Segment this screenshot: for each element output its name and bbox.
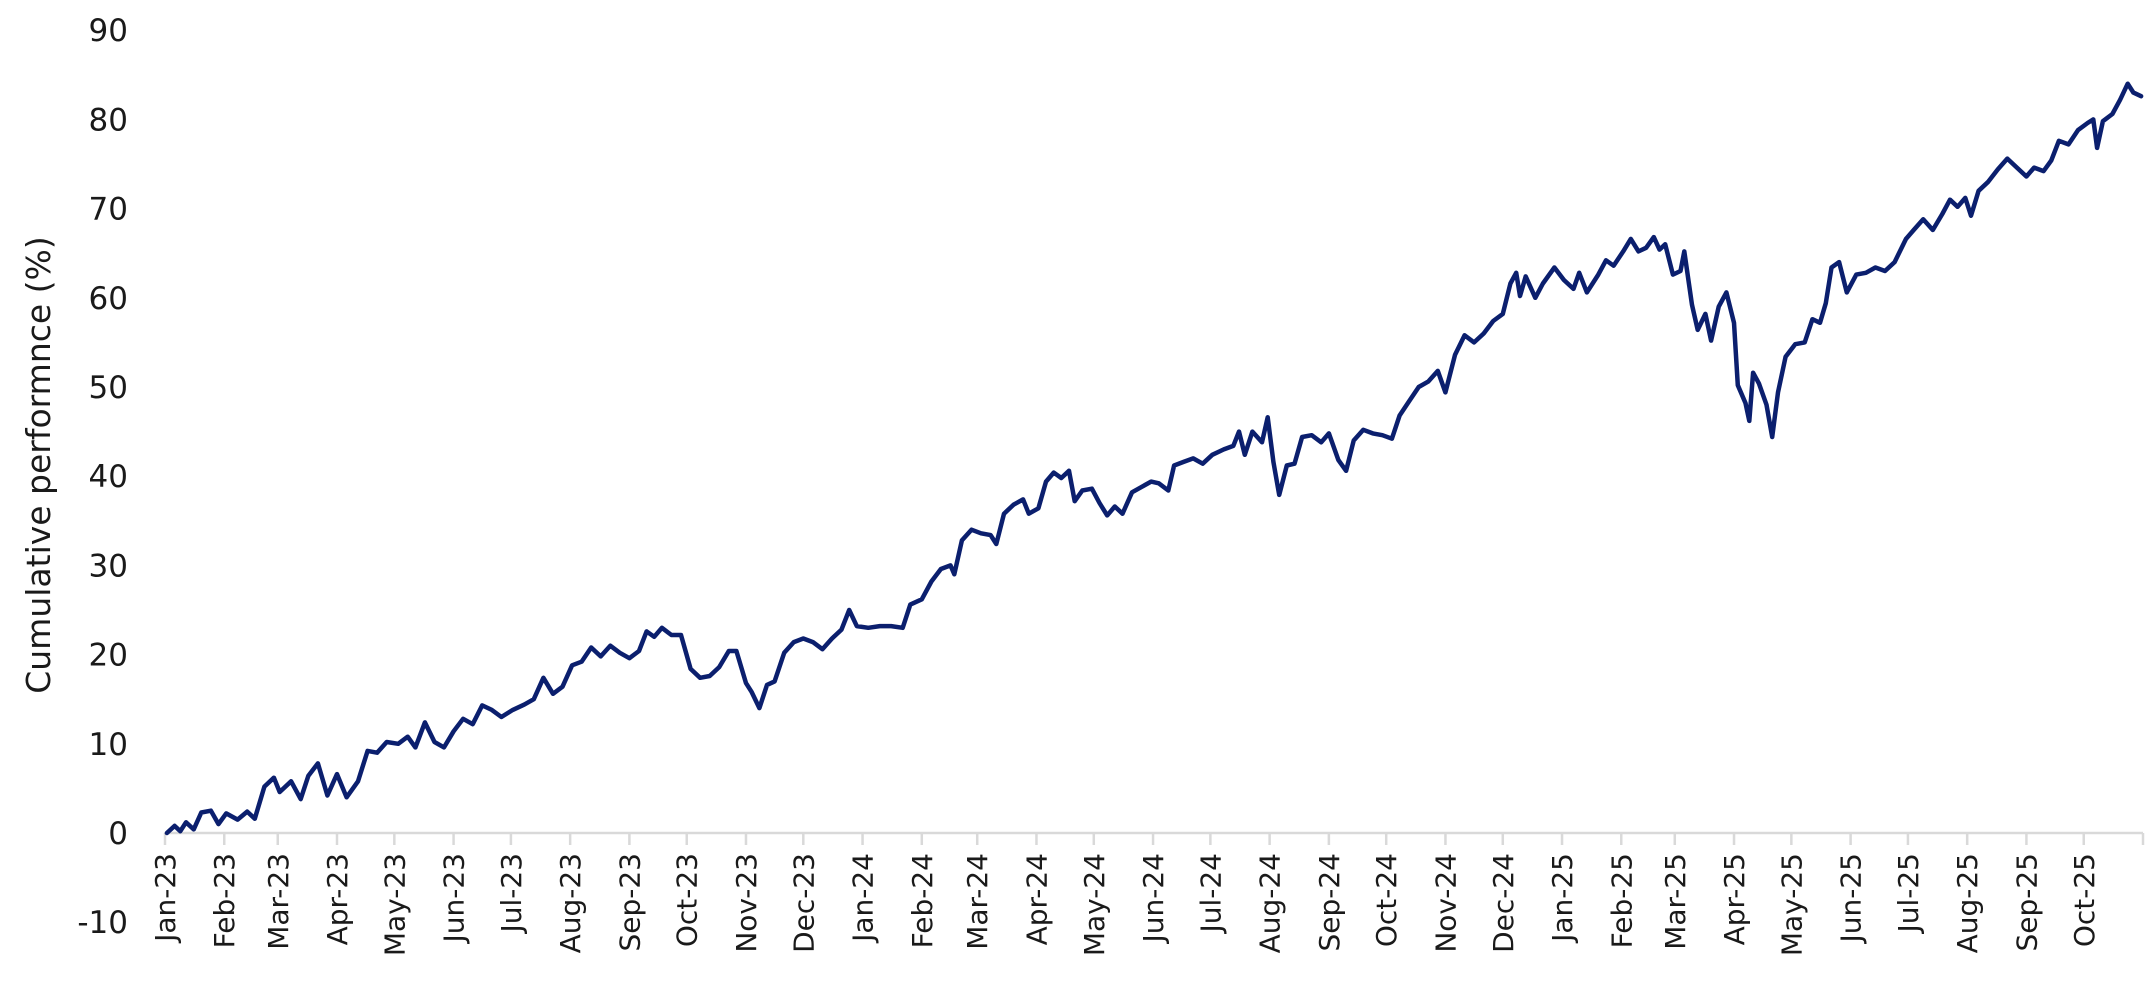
x-tick-label: Jan-25: [1546, 853, 1579, 944]
y-tick-label: 60: [89, 281, 128, 317]
y-axis-tick-labels: -10 0 10 20 30 40 50 60 70 80 90: [77, 13, 128, 941]
x-tick-label: Aug-25: [1951, 853, 1984, 953]
x-tick-label: Oct-24: [1370, 853, 1403, 947]
x-tick-label: Jul-25: [1892, 853, 1925, 935]
x-tick-label: Mar-23: [262, 853, 295, 950]
y-tick-label: 80: [89, 102, 128, 138]
x-tick-label: Dec-23: [787, 853, 820, 953]
y-tick-label: 30: [89, 548, 128, 584]
x-tick-label: Apr-23: [321, 853, 354, 945]
y-tick-label: 10: [89, 727, 128, 763]
x-axis-ticks: Jan-23 Feb-23 Mar-23 Apr-23 May-23 Jun-23 Jul-…: [149, 833, 2145, 956]
y-axis-title: Cumulative performnce (%): [19, 236, 58, 694]
x-tick-label: Mar-25: [1659, 853, 1692, 950]
x-tick-label: Aug-24: [1254, 853, 1287, 953]
y-tick-label: 70: [89, 192, 128, 228]
x-tick-label: Jul-23: [495, 853, 528, 935]
x-tick-label: Dec-24: [1487, 853, 1520, 953]
y-tick-label: 90: [89, 13, 128, 49]
x-tick-label: Jan-23: [149, 853, 182, 944]
x-tick-label: Sep-23: [613, 853, 646, 952]
x-tick-label: Jun-24: [1137, 853, 1170, 944]
x-tick-label: Sep-24: [1313, 853, 1346, 952]
x-tick-label: Oct-23: [671, 853, 704, 947]
y-tick-label: -10: [77, 905, 128, 941]
x-tick-label: May-23: [378, 853, 411, 956]
x-tick-label: Feb-24: [906, 853, 939, 948]
x-tick-label: Feb-23: [208, 853, 241, 948]
x-tick-label: Nov-23: [730, 853, 763, 953]
y-tick-label: 20: [89, 638, 128, 674]
y-tick-label: 40: [89, 459, 128, 495]
x-tick-label: May-24: [1078, 853, 1111, 956]
y-tick-label: 0: [108, 816, 128, 852]
x-tick-label: Aug-23: [554, 853, 587, 953]
x-tick-label: Feb-25: [1605, 853, 1638, 948]
x-tick-label: Jan-24: [847, 853, 880, 944]
x-tick-label: Jun-25: [1835, 853, 1868, 944]
x-tick-label: Nov-24: [1429, 853, 1462, 953]
x-tick-label: Apr-25: [1718, 853, 1751, 945]
x-tick-label: Oct-25: [2068, 853, 2101, 947]
y-tick-label: 50: [89, 370, 128, 406]
x-tick-label: Sep-25: [2010, 853, 2043, 952]
x-tick-label: Jul-24: [1194, 853, 1227, 935]
x-tick-label: Jun-23: [438, 853, 471, 944]
x-tick-label: May-25: [1775, 853, 1808, 956]
x-tick-label: Apr-24: [1020, 853, 1053, 945]
x-tick-label: Mar-24: [961, 853, 994, 950]
performance-line: [164, 81, 2144, 836]
